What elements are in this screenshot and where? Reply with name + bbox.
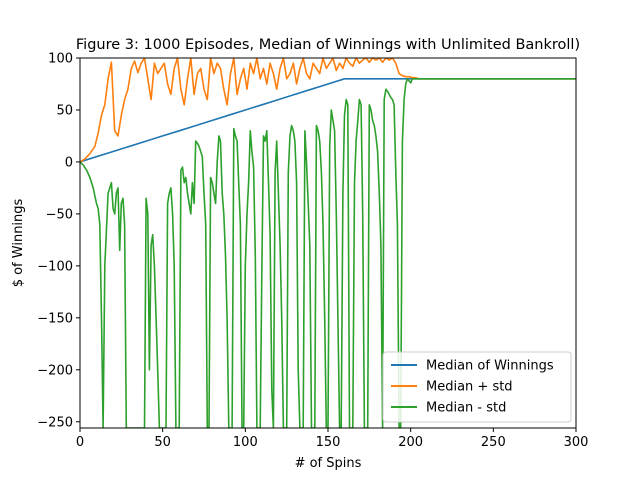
x-tick-label: 250: [481, 435, 506, 450]
y-tick-label: −100: [37, 259, 73, 274]
y-tick-label: −150: [37, 311, 73, 326]
x-tick-label: 200: [398, 435, 423, 450]
x-tick-label: 100: [233, 435, 258, 450]
y-tick-label: 50: [56, 103, 73, 118]
x-tick-label: 150: [316, 435, 341, 450]
y-tick-label: −50: [46, 207, 73, 222]
chart-title: Figure 3: 1000 Episodes, Median of Winni…: [76, 37, 580, 53]
series-layer: [80, 58, 576, 428]
y-tick-label: 0: [65, 155, 73, 170]
x-axis-label: # of Spins: [295, 456, 362, 471]
series-line-median-plus-std: [80, 58, 576, 163]
x-tick-label: 300: [564, 435, 589, 450]
y-axis-ticks: −250 −200 −150 −100 −50 0 50 100: [37, 52, 80, 430]
legend-label-median-plus-std: Median + std: [426, 380, 513, 395]
x-tick-label: 50: [154, 435, 171, 450]
x-axis-ticks: 0 50 100 150 200 250 300: [76, 428, 589, 450]
x-tick-label: 0: [76, 435, 84, 450]
legend-label-median-minus-std: Median - std: [426, 401, 506, 416]
y-tick-label: −250: [37, 415, 73, 430]
legend-label-median: Median of Winnings: [426, 359, 554, 374]
y-axis-label: $ of Winnings: [11, 198, 26, 287]
y-tick-label: 100: [48, 52, 73, 67]
series-line-median-minus-std: [80, 78, 576, 428]
legend: Median of Winnings Median + std Median -…: [382, 351, 572, 423]
series-line-median: [80, 78, 576, 163]
legend-box: [382, 351, 572, 423]
y-tick-label: −200: [37, 363, 73, 378]
